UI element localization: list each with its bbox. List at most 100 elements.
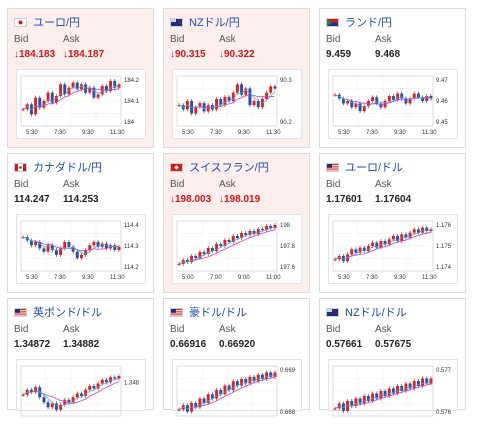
- moving-average-line: [178, 376, 275, 410]
- x-tick-label: 7:30: [210, 130, 222, 136]
- ask-label: Ask: [375, 34, 392, 45]
- candle-body: [391, 96, 395, 100]
- card-title[interactable]: NZドル/ドル: [326, 305, 407, 319]
- chart-panel[interactable]: 114.4 114.3 114.2 5:30 7:30 9:30 11:30: [16, 214, 146, 284]
- bid-label: Bid: [326, 324, 341, 335]
- candle-body: [38, 241, 42, 249]
- moving-average-line: [334, 383, 431, 409]
- candle-body: [425, 96, 429, 101]
- card-title[interactable]: 豪ドル/ドル: [170, 305, 247, 319]
- y-tick-label: 9.47: [436, 78, 448, 84]
- candle-body: [96, 94, 100, 98]
- card-title[interactable]: ユーロ/ドル: [326, 160, 403, 174]
- bid-value: 0.66916: [170, 339, 207, 350]
- candle-body: [371, 97, 375, 101]
- candle-body: [396, 93, 400, 100]
- bid-label: Bid: [170, 34, 185, 45]
- candle-body: [117, 84, 121, 88]
- candle-body: [50, 245, 54, 251]
- candlestick-chart: 0.669 0.668: [176, 365, 296, 417]
- rate-card-nzdusd[interactable]: NZドル/ドル Bid Ask 0.57661 0.57675 0.577 0.576: [319, 298, 466, 417]
- currency-pair-link[interactable]: スイスフラン/円: [189, 162, 269, 174]
- chart-panel[interactable]: 0.577 0.576: [328, 359, 458, 417]
- candle-body: [71, 397, 75, 403]
- card-title[interactable]: ユーロ/円: [14, 15, 80, 29]
- candle-body: [206, 394, 210, 403]
- currency-pair-link[interactable]: ユーロ/円: [33, 17, 81, 29]
- bid-label: Bid: [14, 34, 29, 45]
- candle-body: [265, 92, 269, 99]
- candle-body: [219, 244, 223, 246]
- ca-flag-icon: [14, 162, 27, 172]
- bid-label: Bid: [14, 324, 29, 335]
- x-tick-label: 7:30: [366, 130, 378, 136]
- currency-pair-link[interactable]: NZドル/円: [189, 17, 240, 29]
- bid-label: Bid: [170, 179, 185, 190]
- chart-panel[interactable]: 1.176 1.175 1.174 5:30 7:30 9:30 11:30: [328, 214, 458, 284]
- bid-label: Bid: [170, 324, 185, 335]
- candle-body: [71, 82, 75, 88]
- eu-flag-icon: [326, 162, 339, 172]
- card-title[interactable]: NZドル/円: [170, 15, 240, 29]
- currency-pair-link[interactable]: ユーロ/ドル: [345, 162, 404, 174]
- candle-body: [96, 383, 100, 389]
- rate-card-cadjpy[interactable]: カナダドル/円 Bid Ask 114.247 114.253 114.4 114.3 114…: [7, 153, 154, 293]
- candle-body: [190, 256, 194, 262]
- moving-average-line: [178, 94, 275, 108]
- candle-body: [100, 379, 104, 384]
- candle-body: [215, 389, 219, 399]
- ask-label: Ask: [219, 34, 236, 45]
- card-title[interactable]: スイスフラン/円: [170, 160, 269, 174]
- candle-body: [223, 240, 227, 246]
- candle-body: [79, 393, 83, 396]
- candle-body: [273, 86, 277, 89]
- chart-panel[interactable]: 198 197.8 197.6 5:00 7:00 9:00 11:00: [172, 214, 302, 284]
- chart-panel[interactable]: 0.669 0.668: [172, 359, 302, 417]
- candle-body: [235, 381, 239, 386]
- currency-pair-link[interactable]: 豪ドル/ドル: [189, 307, 248, 319]
- rate-card-zarjpy[interactable]: ランド/円 Bid Ask 9.459 9.468 9.47 9.46 9.45 5:30 7:3…: [319, 8, 466, 148]
- candle-body: [391, 236, 395, 240]
- y-tick-label: 1.175: [436, 244, 452, 250]
- candle-body: [104, 243, 108, 249]
- card-title[interactable]: ランド/円: [326, 15, 392, 29]
- currency-pair-link[interactable]: カナダドル/円: [33, 162, 103, 174]
- candle-body: [252, 101, 256, 106]
- candle-body: [84, 389, 88, 396]
- candle-body: [104, 379, 108, 383]
- bid-value: ↓90.315: [170, 49, 206, 60]
- candle-body: [265, 226, 269, 230]
- rate-card-gbpusd[interactable]: 英ポンド/ドル Bid Ask 1.34872 1.34882 1.348: [7, 298, 154, 417]
- chart-panel[interactable]: 1.348: [16, 359, 146, 417]
- currency-pair-link[interactable]: 英ポンド/ドル: [33, 307, 103, 319]
- candle-body: [75, 393, 79, 398]
- rate-card-usdjpy[interactable]: ユーロ/円 Bid Ask ↓184.183 ↓184.187 184.2 184.1 184…: [7, 8, 154, 148]
- currency-pair-link[interactable]: ランド/円: [345, 17, 393, 29]
- candle-body: [185, 260, 189, 262]
- candle-body: [198, 398, 202, 408]
- currency-pair-link[interactable]: NZドル/ドル: [345, 307, 407, 319]
- candle-body: [416, 381, 420, 386]
- moving-average-line: [178, 229, 275, 265]
- chart-panel[interactable]: 90.3 90.2 5:30 7:30 9:30 11:30: [172, 69, 302, 139]
- chart-panel[interactable]: 9.47 9.46 9.45 5:30 7:30 9:30 11:30: [328, 69, 458, 139]
- card-title[interactable]: カナダドル/円: [14, 160, 102, 174]
- chart-panel[interactable]: 184.2 184.1 184 5:30 7:30 9:30 11:30: [16, 69, 146, 139]
- card-title[interactable]: 英ポンド/ドル: [14, 305, 102, 319]
- candle-body: [79, 84, 83, 90]
- rate-card-chfjpy[interactable]: スイスフラン/円 Bid Ask ↓198.003 ↓198.019 198 197.8 19…: [163, 153, 310, 293]
- candle-body: [269, 226, 273, 228]
- candle-body: [215, 98, 219, 110]
- rate-card-eurusd[interactable]: ユーロ/ドル Bid Ask 1.17601 1.17604 1.176 1.175 1.17…: [319, 153, 466, 293]
- moving-average-line-short: [334, 94, 432, 108]
- bid-label: Bid: [326, 34, 341, 45]
- candle-body: [231, 236, 235, 242]
- candle-body: [177, 264, 181, 265]
- candlestick-chart: 114.4 114.3 114.2 5:30 7:30 9:30 11:30: [20, 220, 139, 281]
- x-tick-label: 9:30: [394, 275, 406, 281]
- rate-card-audusd[interactable]: 豪ドル/ドル Bid Ask 0.66916 0.66920 0.669 0.668: [163, 298, 310, 417]
- rate-card-nzdjpy[interactable]: NZドル/円 Bid Ask ↓90.315 ↓90.322 90.3 90.2 5:30 7:…: [163, 8, 310, 148]
- candle-body: [408, 383, 412, 389]
- candle-body: [71, 246, 75, 252]
- candle-body: [244, 88, 248, 95]
